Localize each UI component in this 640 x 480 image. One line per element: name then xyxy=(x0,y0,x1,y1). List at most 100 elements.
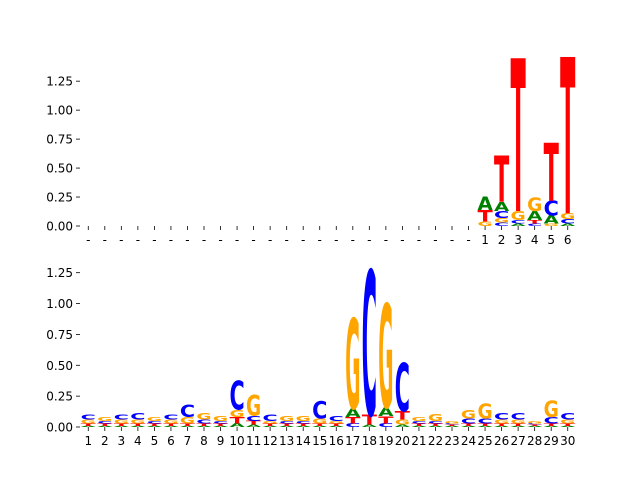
x-tick-label: 12 xyxy=(262,434,277,448)
logo-letter-c: C xyxy=(428,420,443,424)
logo-letter-a: A xyxy=(411,426,426,428)
logo-letter-g: G xyxy=(279,415,294,423)
logo-letter-c: C xyxy=(494,222,509,228)
logo-letter-g: G xyxy=(494,217,509,224)
x-tick-label: - xyxy=(185,233,189,247)
y-tick-label: 0.75 xyxy=(46,328,73,342)
x-tick-label: 6 xyxy=(564,233,572,247)
logo-letter-g: G xyxy=(180,416,195,425)
logo-letter-a: A xyxy=(114,426,129,428)
logo-letter-c: C xyxy=(362,232,377,463)
x-tick-label: - xyxy=(367,233,371,247)
x-tick-label: - xyxy=(251,233,255,247)
y-tick-label: 1.00 xyxy=(46,104,73,118)
x-tick-label: 9 xyxy=(217,434,225,448)
x-tick-label: 17 xyxy=(345,434,360,448)
logo-letter-t: T xyxy=(511,423,526,427)
logo-letter-t: T xyxy=(263,423,278,427)
logo-letter-g: G xyxy=(97,416,112,422)
x-tick-label: - xyxy=(152,233,156,247)
logo-letter-a: A xyxy=(81,426,96,428)
x-tick-label: 28 xyxy=(527,434,542,448)
logo-letter-a: A xyxy=(544,426,559,428)
logo-letter-t: T xyxy=(196,423,211,427)
x-tick-label: 2 xyxy=(101,434,109,448)
logo-letter-c: C xyxy=(263,413,278,423)
logo-letter-c: C xyxy=(345,422,360,428)
x-tick-label: 4 xyxy=(531,233,539,247)
bottom-logo-panel: 0.000.250.500.751.001.251 2 3 4 5 6 7 8 9 10 11 12 1… xyxy=(46,232,575,463)
logo-letter-a: A xyxy=(213,426,228,428)
logo-letter-t: T xyxy=(527,219,542,225)
x-tick-label: 21 xyxy=(411,434,426,448)
x-tick-label: 26 xyxy=(494,434,509,448)
logo-letter-a: A xyxy=(279,426,294,428)
logo-letter-t: T xyxy=(560,423,575,427)
y-tick-label: 1.25 xyxy=(46,266,73,280)
logo-letter-c: C xyxy=(147,420,162,424)
logo-letter-a: A xyxy=(477,426,492,428)
logo-letter-c: C xyxy=(329,415,344,423)
logo-letter-c: C xyxy=(511,412,526,422)
x-tick-label: - xyxy=(86,233,90,247)
logo-letter-t: T xyxy=(494,423,509,427)
logo-letter-a: A xyxy=(511,223,526,227)
logo-letter-c: C xyxy=(81,413,96,421)
x-tick-label: - xyxy=(268,233,272,247)
logo-letter-g: G xyxy=(147,416,162,422)
x-tick-label: - xyxy=(169,233,173,247)
logo-letter-g: G xyxy=(296,415,311,423)
logo-letter-a: A xyxy=(196,426,211,428)
x-tick-label: - xyxy=(384,233,388,247)
logo-letter-c: C xyxy=(461,417,476,425)
logo-letter-t: T xyxy=(329,423,344,427)
x-tick-label: 11 xyxy=(246,434,261,448)
x-tick-label: 14 xyxy=(296,434,311,448)
logo-letter-a: A xyxy=(511,426,526,428)
logo-letter-t: T xyxy=(147,423,162,427)
logo-letter-g: G xyxy=(114,419,129,425)
logo-letter-t: T xyxy=(444,424,460,426)
x-tick-label: - xyxy=(417,233,421,247)
logo-letter-c: C xyxy=(444,423,459,425)
x-tick-label: 27 xyxy=(510,434,525,448)
logo-letter-g: G xyxy=(395,419,410,427)
logo-letter-c: C xyxy=(494,412,509,422)
logo-letter-c: C xyxy=(196,419,211,425)
x-tick-label: - xyxy=(119,233,123,247)
x-tick-label: 30 xyxy=(560,434,575,448)
logo-letter-c: C xyxy=(560,412,575,422)
logo-letter-a: A xyxy=(246,424,261,428)
top-logo-panel: 0.000.250.500.751.001.25- - - - - - - - - - - - - - - -… xyxy=(46,15,575,264)
logo-letter-g: G xyxy=(428,411,443,423)
logo-letter-t: T xyxy=(395,409,411,423)
x-tick-label: - xyxy=(318,233,322,247)
logo-letter-c: C xyxy=(213,420,228,424)
x-tick-label: 24 xyxy=(461,434,476,448)
logo-letter-g: G xyxy=(477,400,492,424)
logo-letter-g: G xyxy=(544,397,559,423)
logo-letter-a: A xyxy=(494,426,509,428)
x-tick-label: 15 xyxy=(312,434,327,448)
y-tick-label: 0.25 xyxy=(46,191,73,205)
logo-letter-t: T xyxy=(477,423,492,427)
logo-letter-t: T xyxy=(544,127,559,220)
logo-letter-t: T xyxy=(229,415,245,425)
logo-letter-t: T xyxy=(477,207,493,226)
x-tick-label: 2 xyxy=(498,233,506,247)
y-tick-label: 1.00 xyxy=(46,297,73,311)
logo-letter-c: C xyxy=(180,402,195,422)
logo-letter-g: G xyxy=(378,275,393,440)
x-tick-label: 7 xyxy=(184,434,192,448)
logo-letter-a: A xyxy=(312,426,327,428)
logo-letter-a: A xyxy=(362,424,377,428)
logo-letter-c: C xyxy=(477,417,492,425)
logo-letter-t: T xyxy=(246,420,261,426)
logo-letter-t: T xyxy=(511,18,526,261)
logo-letter-c: C xyxy=(97,420,112,424)
logo-letter-c: C xyxy=(246,415,261,423)
x-tick-label: 3 xyxy=(118,434,126,448)
x-tick-label: - xyxy=(400,233,404,247)
x-tick-label: - xyxy=(466,233,470,247)
